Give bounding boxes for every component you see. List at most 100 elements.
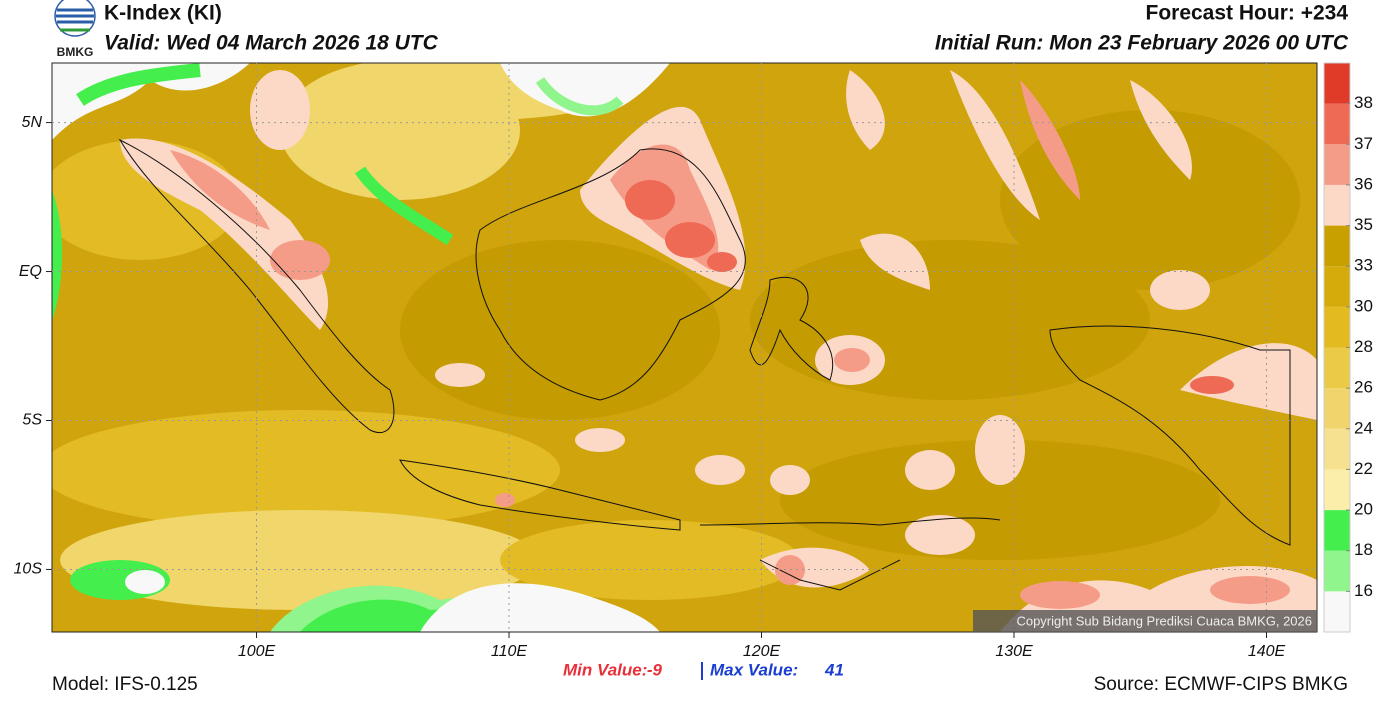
coastline <box>759 559 901 591</box>
field-area <box>770 465 810 495</box>
field-area <box>76 63 201 106</box>
map-frame <box>51 62 1318 633</box>
field-area <box>1020 581 1100 609</box>
min-label: Min Value: <box>563 660 647 679</box>
field-area <box>400 240 720 420</box>
field-area <box>775 555 805 585</box>
colorbar-label: 24 <box>1354 418 1373 437</box>
field-area <box>707 252 737 272</box>
field-area <box>780 440 1220 560</box>
field-area <box>1130 80 1192 180</box>
field-area <box>52 190 63 320</box>
colorbar-box <box>1324 388 1350 429</box>
colorbar-label: 30 <box>1354 296 1373 315</box>
y-tick-label: 5S <box>22 412 42 429</box>
colorbar-box <box>1324 469 1350 511</box>
field-area <box>125 570 165 594</box>
source: Source: ECMWF-CIPS BMKG <box>1094 674 1348 695</box>
field-area <box>905 450 955 490</box>
field-area <box>435 363 485 387</box>
forecast-hour: Forecast Hour: +234 <box>1146 2 1349 25</box>
x-tick-label: 130E <box>995 643 1033 660</box>
title: K-Index (KI) <box>104 2 222 25</box>
x-tick-label: 140E <box>1248 643 1286 660</box>
colorbar-label: 26 <box>1354 378 1373 397</box>
field-area <box>905 515 975 555</box>
colorbar-box <box>1324 103 1350 145</box>
field-area <box>495 493 515 507</box>
coastline <box>475 148 746 401</box>
colorbar-box <box>1324 266 1350 307</box>
coastline <box>118 138 395 433</box>
field-area <box>1180 343 1317 420</box>
y-tick-label: 5N <box>22 114 43 131</box>
coastline <box>749 276 834 381</box>
field-area <box>270 240 330 280</box>
colorbar-label: 37 <box>1354 134 1373 153</box>
field-area <box>625 180 675 220</box>
field-area <box>1150 270 1210 310</box>
field-area <box>1020 80 1080 200</box>
colorbar-box <box>1324 184 1350 226</box>
logo-text: BMKG <box>57 45 94 59</box>
logo: BMKG <box>54 0 96 59</box>
y-tick-label: 10S <box>14 561 43 578</box>
field-area <box>834 348 870 372</box>
field-area <box>1000 110 1300 290</box>
field-area <box>1210 576 1290 604</box>
field-area <box>975 415 1025 485</box>
colorbar-label: 18 <box>1354 540 1373 559</box>
field-area <box>665 222 715 258</box>
min-value: -9 <box>647 660 663 679</box>
field-area <box>420 583 660 632</box>
map-field <box>52 63 1317 632</box>
colorbar-box <box>1324 550 1350 592</box>
max-value: 41 <box>824 660 844 679</box>
field-area <box>60 510 540 610</box>
colorbar-label: 28 <box>1354 337 1373 356</box>
field-area <box>535 77 624 116</box>
field-area <box>52 410 560 530</box>
copyright-box <box>973 610 1317 632</box>
colorbar-label: 38 <box>1354 93 1373 112</box>
colorbar-box <box>1324 347 1350 389</box>
x-tick-label: 120E <box>743 643 781 660</box>
field-area <box>575 428 625 452</box>
coastline <box>699 517 1001 526</box>
initial-run: Initial Run: Mon 23 February 2026 00 UTC <box>935 32 1349 55</box>
colorbar-label: 16 <box>1354 581 1373 600</box>
colorbar-box <box>1324 510 1350 551</box>
colorbar-label: 20 <box>1354 500 1373 519</box>
colorbar-box <box>1324 306 1350 348</box>
field-area <box>120 138 329 330</box>
field-area <box>170 150 270 230</box>
field-area <box>1190 376 1234 394</box>
field-area <box>355 166 454 245</box>
coastline <box>399 459 681 531</box>
copyright: Copyright Sub Bidang Prediksi Cuaca BMKG… <box>1016 613 1312 628</box>
colorbar-box <box>1324 591 1350 632</box>
field-area <box>860 233 930 290</box>
field-area <box>846 70 885 150</box>
colorbar-label: 36 <box>1354 174 1373 193</box>
colorbar: 16 18 20 22 24 26 28 30 33 35 36 37 38 <box>1323 62 1373 633</box>
colorbar-box <box>1324 144 1350 185</box>
valid-time: Valid: Wed 04 March 2026 18 UTC <box>104 32 439 55</box>
field-area <box>500 520 800 600</box>
coastline <box>1049 325 1291 546</box>
field-area <box>250 70 310 150</box>
x-tick-label: 110E <box>491 643 528 660</box>
colorbar-label: 35 <box>1354 215 1373 234</box>
colorbar-label: 33 <box>1354 256 1373 275</box>
y-tick-label: EQ <box>19 263 42 280</box>
max-label: Max Value: <box>710 660 798 679</box>
field-area <box>500 63 670 117</box>
colorbar-label: 22 <box>1354 459 1373 478</box>
colorbar-box <box>1324 63 1350 104</box>
field-area <box>950 70 1040 220</box>
x-tick-label: 100E <box>238 643 276 660</box>
axes: 100E 110E 120E 130E 140E 5N EQ 5S 10S <box>14 63 1317 660</box>
model: Model: IFS-0.125 <box>52 674 198 695</box>
colorbar-box <box>1324 225 1350 267</box>
